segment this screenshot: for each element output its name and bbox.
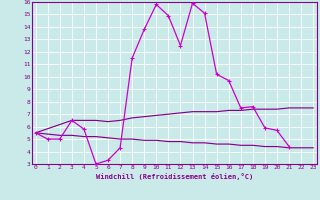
- X-axis label: Windchill (Refroidissement éolien,°C): Windchill (Refroidissement éolien,°C): [96, 173, 253, 180]
